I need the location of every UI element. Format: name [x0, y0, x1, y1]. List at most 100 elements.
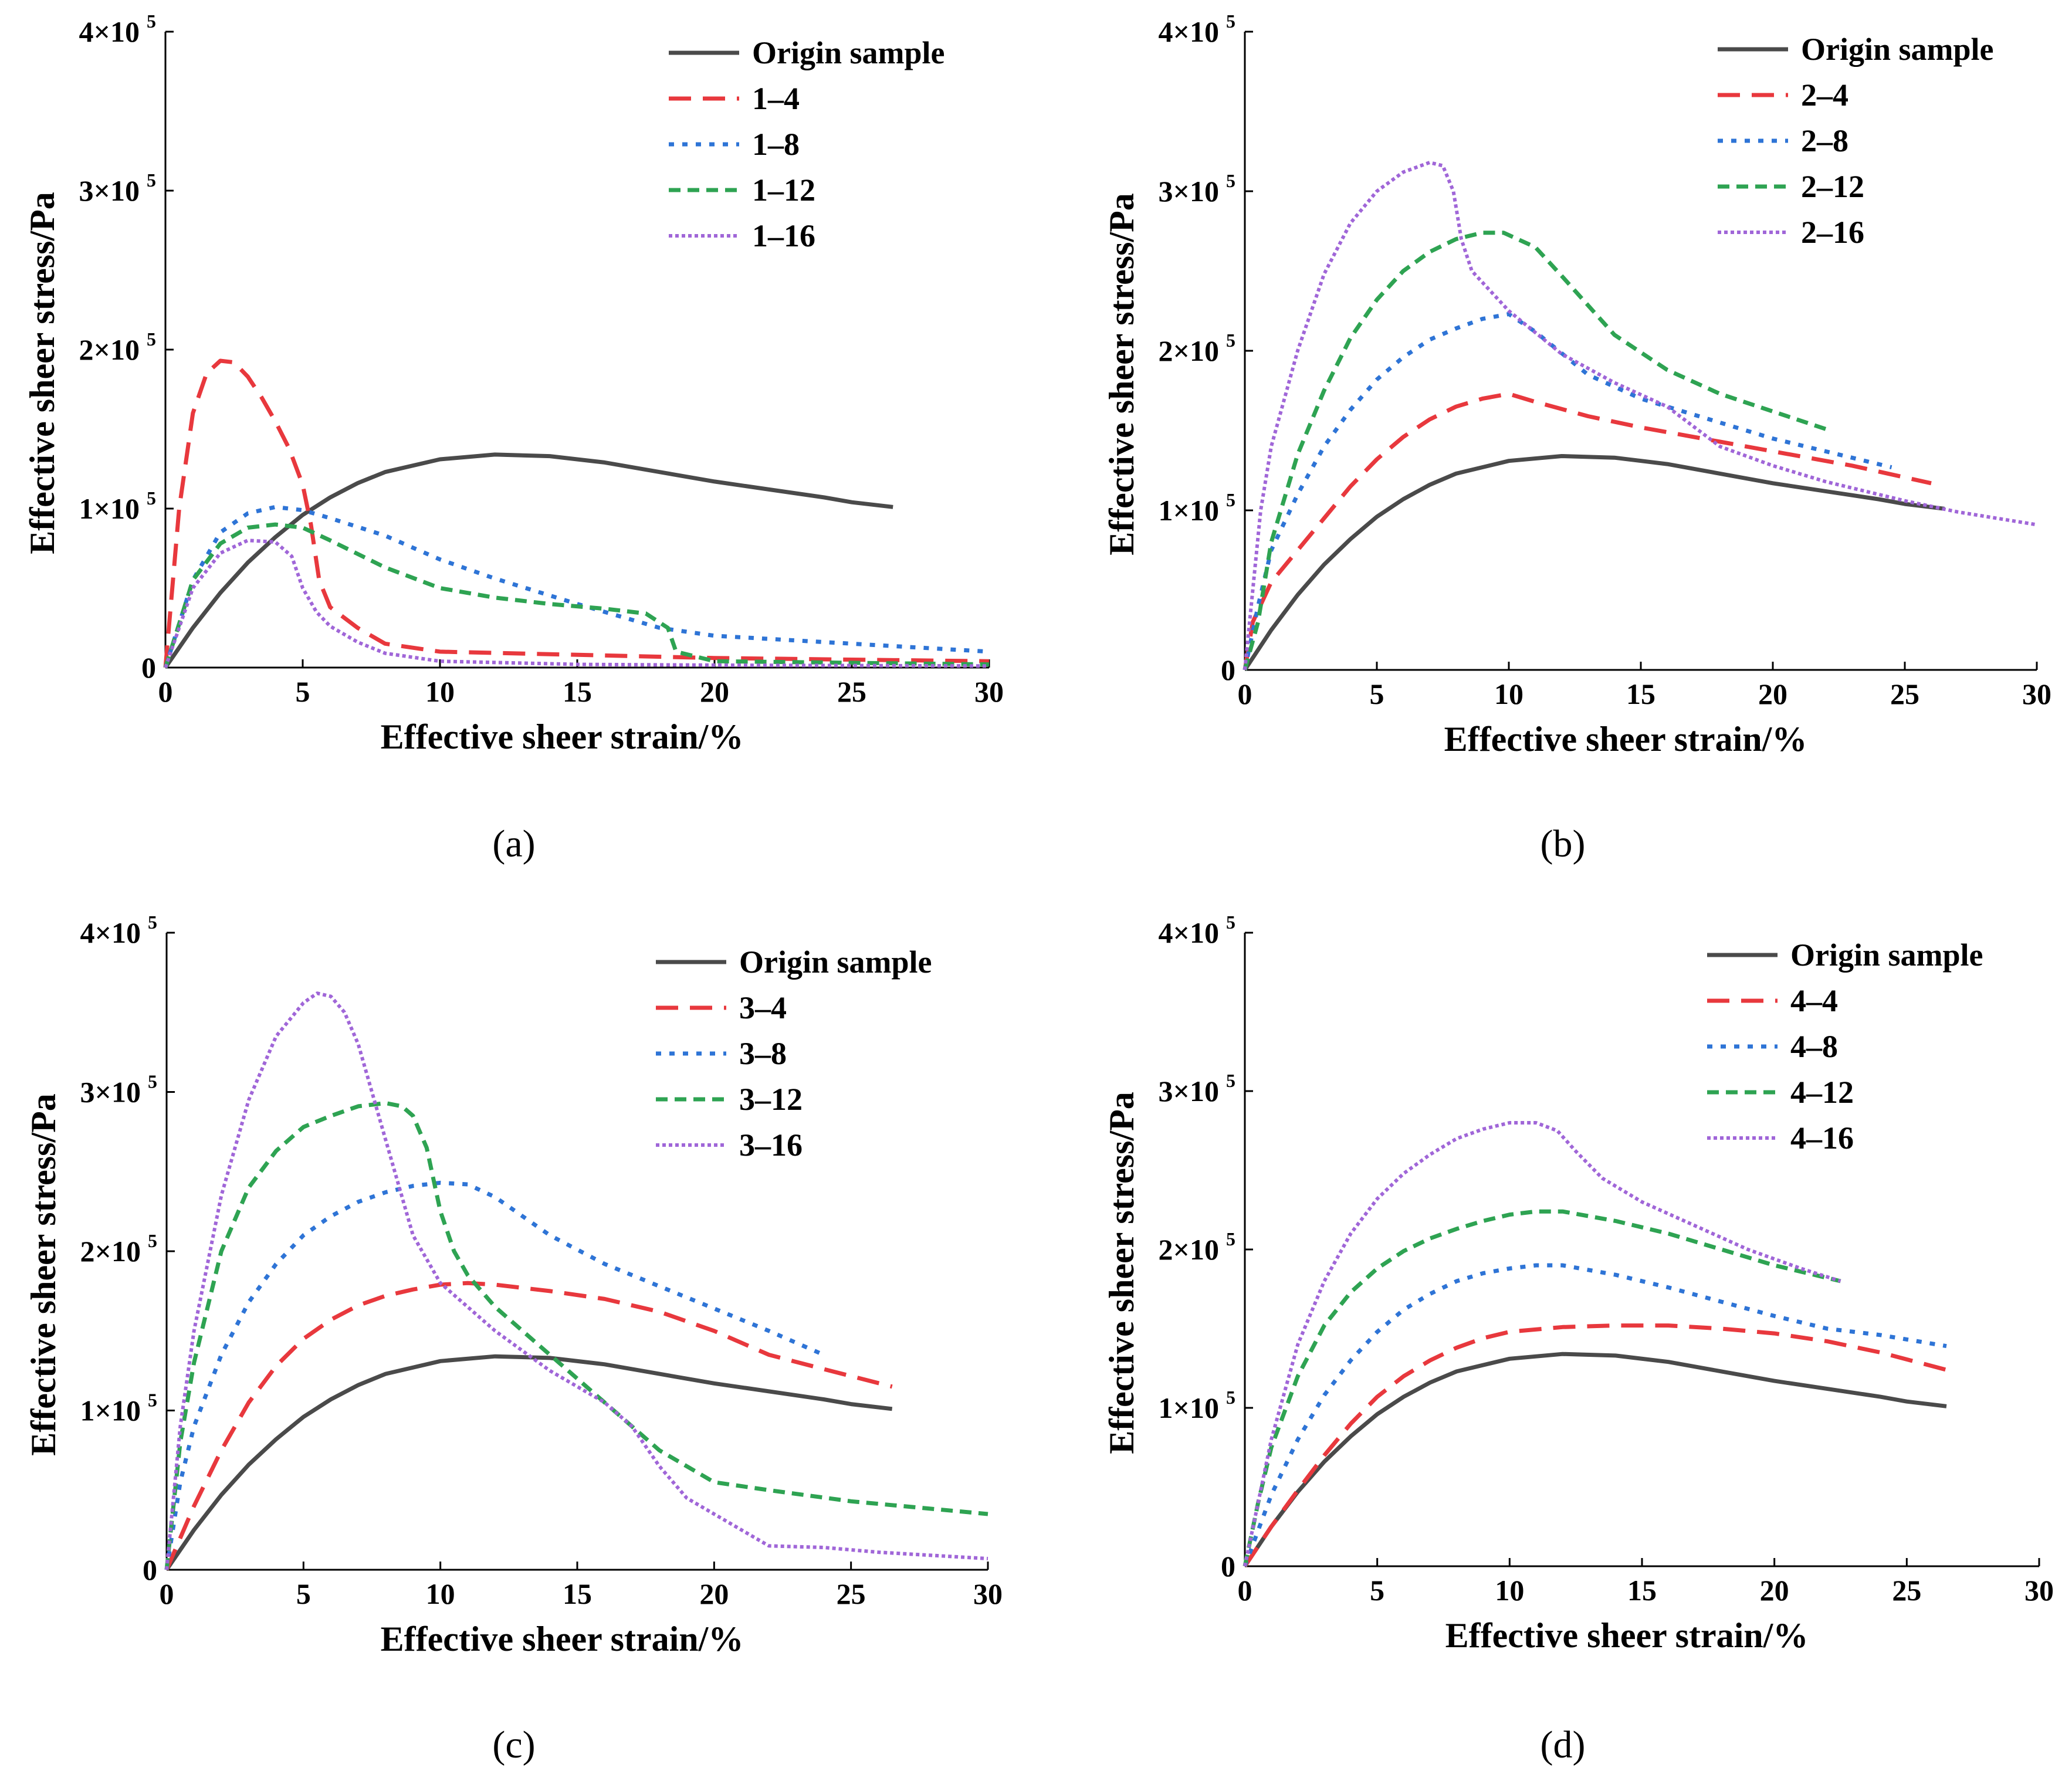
x-tick-label: 30	[2022, 678, 2051, 710]
y-tick-label: 3×10	[79, 174, 140, 207]
y-tick-exponent: 5	[147, 487, 156, 509]
legend-label: Origin sample	[739, 944, 932, 980]
x-tick-label: 15	[563, 675, 592, 708]
y-axis-title: Effective sheer stress/Pa	[1102, 1092, 1141, 1454]
y-tick-label: 2×10	[79, 333, 140, 366]
y-tick-exponent: 5	[1226, 170, 1235, 191]
series-line-s16	[1243, 161, 2037, 670]
y-tick-label: 0	[143, 1553, 157, 1586]
legend-label: 3–4	[739, 990, 787, 1025]
panel-label: (a)	[492, 822, 535, 865]
series-line-s4	[164, 1281, 893, 1571]
chart-panel-b: 0 5 10 15 20 25 30 0 5 1×10 5 2×10 5 3×10 5 4×10 Effecti…	[1102, 11, 2051, 865]
y-tick-label: 4×10	[1159, 15, 1220, 48]
y-tick-label: 0	[1221, 1550, 1235, 1583]
x-tick-label: 5	[1370, 1574, 1384, 1607]
x-tick-label: 5	[296, 675, 310, 708]
y-tick-label: 1×10	[79, 492, 140, 525]
series-line-s16	[1243, 1121, 1841, 1567]
x-tick-label: 15	[563, 1577, 592, 1610]
x-axis-title: Effective sheer strain/%	[1445, 1616, 1809, 1655]
y-tick-exponent: 5	[148, 912, 157, 933]
x-tick-label: 10	[425, 675, 455, 708]
y-tick-label: 0	[141, 651, 156, 684]
y-tick-exponent: 5	[1226, 330, 1235, 351]
series-line-s16	[165, 991, 988, 1570]
series-line-s12	[163, 522, 990, 669]
legend-label: Origin sample	[752, 35, 945, 70]
legend: Origin sample 2–4 2–8 2–12 2–16	[1718, 32, 1994, 250]
legend-label: 3–8	[739, 1036, 787, 1071]
chart-panel-c: 0 5 10 15 20 25 30 0 5 1×10 5 2×10 5 3×10 5 4×10 Effecti…	[24, 912, 1003, 1766]
x-tick-label: 10	[1495, 1574, 1524, 1607]
y-tick-label: 4×10	[79, 15, 140, 48]
y-tick-exponent: 5	[147, 170, 156, 191]
x-axis-title: Effective sheer strain/%	[1444, 720, 1807, 758]
series-line-s8	[1242, 1263, 1947, 1567]
x-tick-label: 15	[1627, 1574, 1657, 1607]
legend-label: 2–4	[1801, 77, 1848, 113]
chart-panel-a: 0 5 10 15 20 25 30 0 5 1×10 5 2×10 5 3×10 5 4×10 Effecti…	[23, 11, 1004, 865]
x-tick-label: 10	[426, 1577, 455, 1610]
series-line-s8	[163, 504, 990, 669]
legend-label: 2–8	[1801, 123, 1848, 158]
x-tick-label: 15	[1626, 678, 1655, 710]
y-tick-label: 3×10	[1159, 175, 1220, 208]
x-tick-label: 25	[837, 1577, 866, 1610]
legend-label: 2–12	[1801, 169, 1864, 204]
series-line-s12	[1242, 1209, 1841, 1567]
panel-label: (b)	[1541, 822, 1586, 865]
y-tick-exponent: 5	[147, 328, 156, 350]
legend-label: 3–12	[739, 1082, 803, 1117]
series-line-s8	[1242, 311, 1892, 670]
y-tick-label: 3×10	[1159, 1075, 1220, 1108]
legend-label: 4–4	[1790, 983, 1838, 1018]
series-line-origin	[165, 1354, 893, 1571]
y-tick-label: 1×10	[1159, 494, 1220, 527]
series-line-origin	[1243, 1352, 1947, 1567]
legend-label: 1–12	[752, 172, 815, 208]
legend-label: 1–4	[752, 81, 800, 116]
x-tick-label: 30	[2024, 1574, 2054, 1607]
y-axis-title: Effective sheer stress/Pa	[24, 1093, 63, 1456]
y-tick-label: 1×10	[80, 1394, 141, 1427]
y-tick-label: 2×10	[1159, 1233, 1220, 1266]
legend: Origin sample 4–4 4–8 4–12 4–16	[1707, 937, 1983, 1156]
x-tick-label: 0	[1238, 678, 1252, 710]
x-tick-label: 10	[1494, 678, 1523, 710]
x-axis-title: Effective sheer strain/%	[381, 1620, 744, 1658]
chart-panel-d: 0 5 10 15 20 25 30 0 5 1×10 5 2×10 5 3×10 5 4×10 Effecti…	[1102, 912, 2054, 1766]
series-line-s4	[163, 358, 990, 668]
x-tick-label: 25	[837, 675, 866, 708]
x-tick-label: 30	[974, 675, 1004, 708]
x-tick-label: 20	[1760, 1574, 1789, 1607]
y-tick-exponent: 5	[148, 1390, 157, 1411]
series-line-s12	[1242, 231, 1827, 670]
series-line-s8	[164, 1180, 825, 1570]
legend-label: 1–8	[752, 127, 800, 162]
y-tick-exponent: 5	[1226, 912, 1235, 933]
y-tick-exponent: 5	[148, 1071, 157, 1092]
panel-label: (c)	[492, 1723, 535, 1766]
x-tick-label: 30	[973, 1577, 1003, 1610]
x-tick-label: 0	[160, 1577, 174, 1610]
x-tick-label: 25	[1890, 678, 1919, 710]
y-tick-label: 0	[1221, 653, 1235, 686]
x-tick-label: 20	[700, 675, 729, 708]
x-tick-label: 5	[1370, 678, 1384, 710]
y-tick-label: 4×10	[80, 916, 141, 949]
x-tick-label: 0	[158, 675, 173, 708]
x-tick-label: 25	[1892, 1574, 1921, 1607]
y-axis-title: Effective sheer stress/Pa	[1102, 193, 1141, 556]
y-tick-label: 4×10	[1159, 916, 1220, 949]
legend: Origin sample 1–4 1–8 1–12 1–16	[669, 35, 945, 253]
y-tick-exponent: 5	[1226, 1070, 1235, 1091]
series-line-origin	[1243, 454, 1945, 671]
panel-label: (d)	[1541, 1723, 1586, 1766]
y-tick-exponent: 5	[1226, 11, 1235, 32]
x-tick-label: 0	[1238, 1574, 1252, 1607]
x-tick-label: 20	[1758, 678, 1787, 710]
y-tick-exponent: 5	[1226, 489, 1235, 510]
legend-label: 4–12	[1790, 1075, 1854, 1110]
legend-label: 4–16	[1790, 1120, 1854, 1156]
